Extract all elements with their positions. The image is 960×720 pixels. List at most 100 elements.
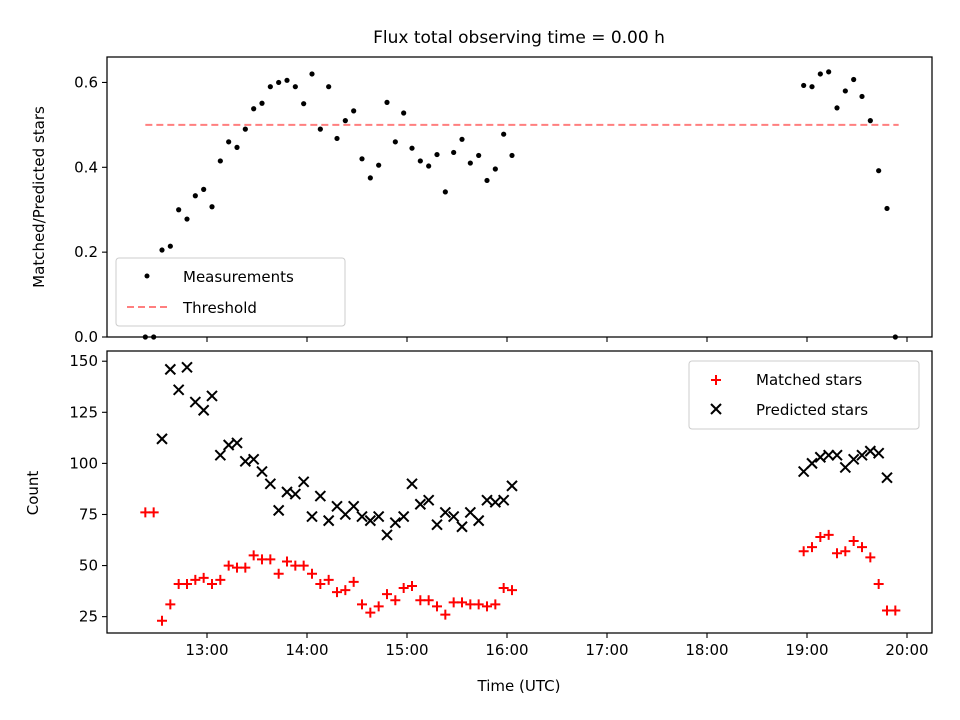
matched-stars-point xyxy=(315,578,326,589)
matched-stars-point xyxy=(798,546,809,557)
matched-stars-point xyxy=(373,601,384,612)
measurement-point xyxy=(184,216,190,222)
matched-stars-series xyxy=(140,507,901,626)
matched-stars-point xyxy=(482,601,492,612)
x-tick-label: 17:00 xyxy=(585,641,628,659)
measurement-point xyxy=(359,156,365,162)
predicted-stars-point xyxy=(247,453,260,466)
measurement-point xyxy=(876,168,882,174)
measurement-point xyxy=(192,193,198,199)
predicted-stars-point xyxy=(206,390,218,402)
measurement-point xyxy=(826,69,832,75)
measurement-point xyxy=(367,175,373,181)
predicted-stars-point xyxy=(422,494,435,506)
ratio-axes-frame xyxy=(106,56,933,338)
measurement-point xyxy=(851,76,857,83)
measurement-point xyxy=(167,243,173,249)
ratio-axis-ticks: 0.0 0.2 0.4 0.6 xyxy=(74,73,908,346)
matched-stars-point xyxy=(273,568,284,579)
count-plot-area xyxy=(140,361,901,626)
predicted-stars-point xyxy=(364,514,377,527)
predicted-stars-point xyxy=(472,514,485,527)
measurement-point xyxy=(392,139,398,145)
matched-stars-point xyxy=(365,607,376,618)
matched-stars-point xyxy=(282,556,292,567)
measurement-point xyxy=(376,162,382,168)
measurement-point xyxy=(217,158,223,164)
measurement-point xyxy=(284,77,290,83)
x-tick-label: 19:00 xyxy=(785,641,828,659)
matched-stars-point xyxy=(332,587,342,598)
predicted-stars-point xyxy=(481,494,493,506)
predicted-stars-point xyxy=(414,498,427,510)
y-tick-label: 0.4 xyxy=(74,158,98,176)
matched-stars-point xyxy=(807,542,817,553)
predicted-stars-point xyxy=(847,453,860,466)
predicted-stars-point xyxy=(347,500,360,513)
matched-stars-point xyxy=(407,581,417,591)
matched-stars-point xyxy=(190,574,201,585)
measurement-point xyxy=(251,106,257,112)
y-tick-label: 75 xyxy=(79,505,98,523)
ratio-panel: Flux total observing time = 0.00 h Match… xyxy=(30,28,933,346)
predicted-stars-point xyxy=(497,494,510,506)
ratio-legend-box xyxy=(115,257,346,327)
predicted-stars-point xyxy=(172,384,185,396)
predicted-stars-point xyxy=(156,433,168,445)
predicted-stars-point xyxy=(389,516,402,529)
predicted-stars-point xyxy=(281,486,293,498)
measurement-point xyxy=(209,204,215,210)
measurement-point xyxy=(276,79,282,86)
predicted-stars-point xyxy=(314,490,327,502)
matched-stars-point xyxy=(865,552,876,563)
predicted-stars-point xyxy=(264,478,277,490)
predicted-stars-series xyxy=(156,361,893,541)
count-legend: Matched stars Predicted stars xyxy=(688,360,920,430)
count-y-axis-label: Count xyxy=(24,471,42,516)
predicted-stars-point xyxy=(272,504,285,517)
predicted-stars-point xyxy=(239,455,252,468)
matched-stars-point xyxy=(840,546,851,557)
matched-stars-point xyxy=(182,578,192,589)
x-tick-label: 18:00 xyxy=(685,641,728,659)
matched-stars-point xyxy=(248,550,259,561)
matched-stars-point xyxy=(398,583,409,594)
predicted-stars-point xyxy=(231,437,243,449)
matched-stars-point xyxy=(290,560,301,571)
measurement-point xyxy=(801,82,807,89)
predicted-stars-point xyxy=(489,496,502,508)
matched-stars-point xyxy=(140,507,151,518)
matched-stars-point xyxy=(240,562,251,573)
y-tick-label: 25 xyxy=(79,608,98,626)
measurement-point xyxy=(509,152,515,159)
x-axis-label: Time (UTC) xyxy=(477,677,561,695)
legend-measurements-label: Measurements xyxy=(183,268,294,286)
ratio-legend: Measurements Threshold xyxy=(115,257,346,327)
matched-stars-point xyxy=(873,578,884,589)
measurement-point xyxy=(451,149,457,156)
y-tick-label: 0.0 xyxy=(74,328,98,346)
predicted-stars-point xyxy=(822,449,835,461)
legend-predicted-label: Predicted stars xyxy=(756,401,868,419)
matched-stars-point xyxy=(348,576,359,587)
predicted-stars-point xyxy=(431,518,443,531)
predicted-stars-point xyxy=(806,457,818,470)
ratio-y-axis-label: Matched/Predicted stars xyxy=(30,106,48,288)
matched-stars-point xyxy=(432,601,442,612)
measurement-point xyxy=(417,158,423,164)
measurement-point xyxy=(426,163,432,169)
measurement-point xyxy=(842,88,848,94)
count-axis-ticks: 13:00 14:00 15:00 16:00 17:00 18:00 19:00 20:00… xyxy=(69,352,928,659)
legend-predicted-marker xyxy=(710,403,722,415)
matched-stars-point xyxy=(490,599,501,610)
measurement-point xyxy=(434,151,440,158)
matched-stars-point xyxy=(307,568,317,579)
x-tick-label: 14:00 xyxy=(285,641,328,659)
measurement-point xyxy=(309,71,315,77)
predicted-stars-point xyxy=(397,510,410,523)
predicted-stars-point xyxy=(256,465,268,478)
measurement-point xyxy=(201,186,207,192)
legend-matched-marker xyxy=(711,375,721,385)
